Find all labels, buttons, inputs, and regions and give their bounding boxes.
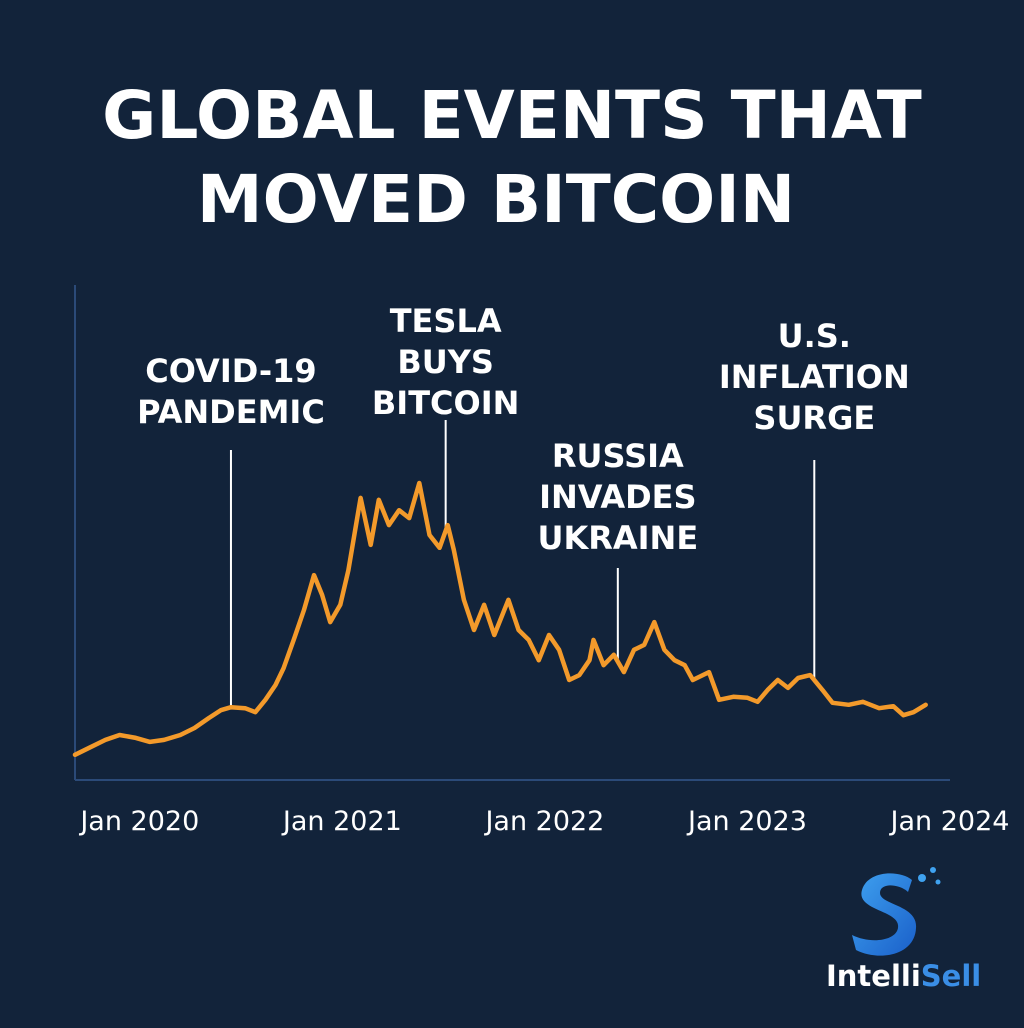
event-label: PANDEMIC: [137, 393, 325, 431]
event-label: INFLATION: [719, 358, 910, 396]
x-tick-label: Jan 2021: [281, 806, 402, 837]
event-label: COVID-19: [145, 352, 316, 390]
brand-part: Intelli: [826, 959, 921, 993]
x-tick-label: Jan 2020: [78, 806, 199, 837]
brand-name: IntelliSell: [826, 959, 981, 993]
event-label: RUSSIA: [552, 437, 684, 475]
x-tick-label: Jan 2022: [483, 806, 604, 837]
chart-title: MOVED BITCOIN: [197, 161, 795, 238]
logo-mark: [852, 873, 917, 956]
x-tick-label: Jan 2023: [686, 806, 807, 837]
event-label: TESLA: [390, 302, 502, 340]
logo-dot: [935, 879, 941, 885]
logo-dot: [918, 874, 926, 882]
chart-title: GLOBAL EVENTS THAT: [102, 77, 922, 154]
event-label: U.S.: [778, 317, 851, 355]
event-label: UKRAINE: [537, 519, 698, 557]
x-tick-label: Jan 2024: [889, 806, 1010, 837]
event-label: BITCOIN: [372, 384, 520, 422]
logo: IntelliSell: [826, 867, 981, 993]
event-label: INVADES: [539, 478, 697, 516]
logo-dot: [930, 867, 936, 873]
event-label: BUYS: [397, 343, 494, 381]
brand-part: Sell: [921, 959, 981, 993]
event-label: SURGE: [753, 399, 875, 437]
data-line: [72, 480, 928, 758]
